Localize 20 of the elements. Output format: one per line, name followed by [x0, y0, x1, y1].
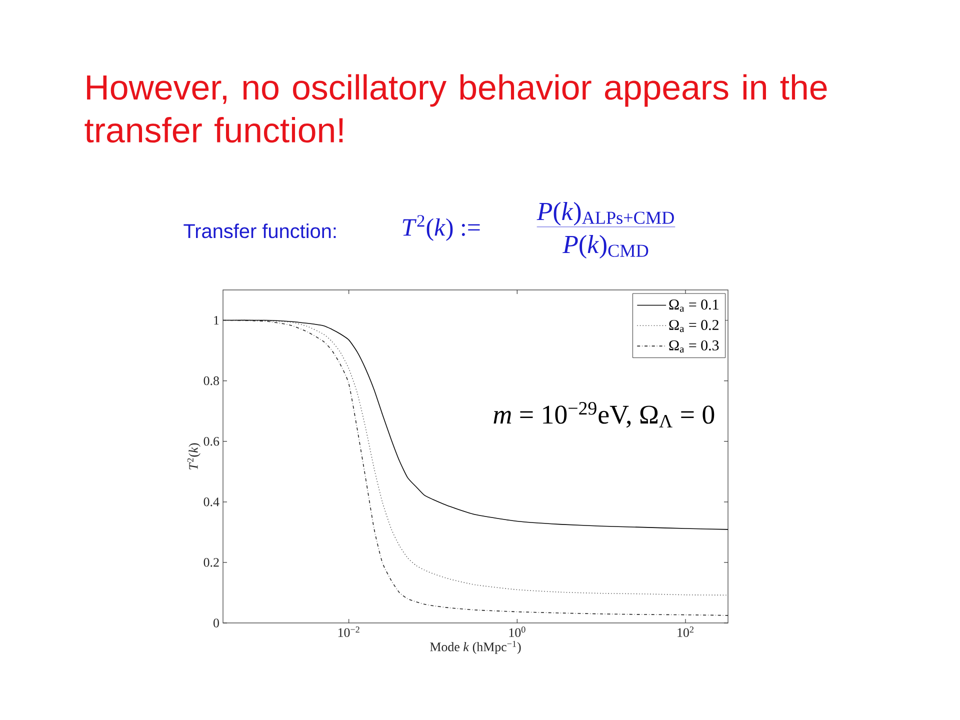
- legend-label: Ω$_{a}$ = 0.1: [669, 300, 718, 312]
- chart-subtitle: Transfer function:: [184, 224, 336, 238]
- x-tick-label: 10$^{2}$: [678, 626, 694, 637]
- chart-title: However, no oscillatory behavior appears in the transfer function!: [84, 74, 827, 143]
- x-axis-title: Mode k (hMpc$^{−1}$): [430, 640, 521, 654]
- y-tick-label: 0: [214, 618, 219, 628]
- text: P(k)$_{CMD}$: [562, 235, 648, 259]
- annotation: m = 10$^{−29}$eV, Ω$_{Λ}$ = 0: [494, 402, 714, 428]
- text: T$^{2}$(k) :=: [402, 215, 480, 241]
- y-tick-label: 0.2: [204, 558, 219, 567]
- text: P(k)$_{ALPs+CMD}$: [536, 202, 674, 226]
- y-axis-title: T$^{2}$(k): [187, 443, 200, 470]
- x-tick-label: 10$^{0}$: [509, 626, 526, 637]
- y-tick-label: 1: [214, 316, 219, 325]
- x-tick-label: 10$^{−2}$: [338, 626, 360, 637]
- legend-label: Ω$_{a}$ = 0.2: [669, 320, 718, 332]
- y-tick-label: 0.4: [204, 498, 220, 506]
- y-tick-label: 0.8: [204, 376, 219, 386]
- legend-label: Ω$_{a}$ = 0.3: [669, 340, 719, 353]
- y-tick-label: 0.6: [204, 436, 220, 446]
